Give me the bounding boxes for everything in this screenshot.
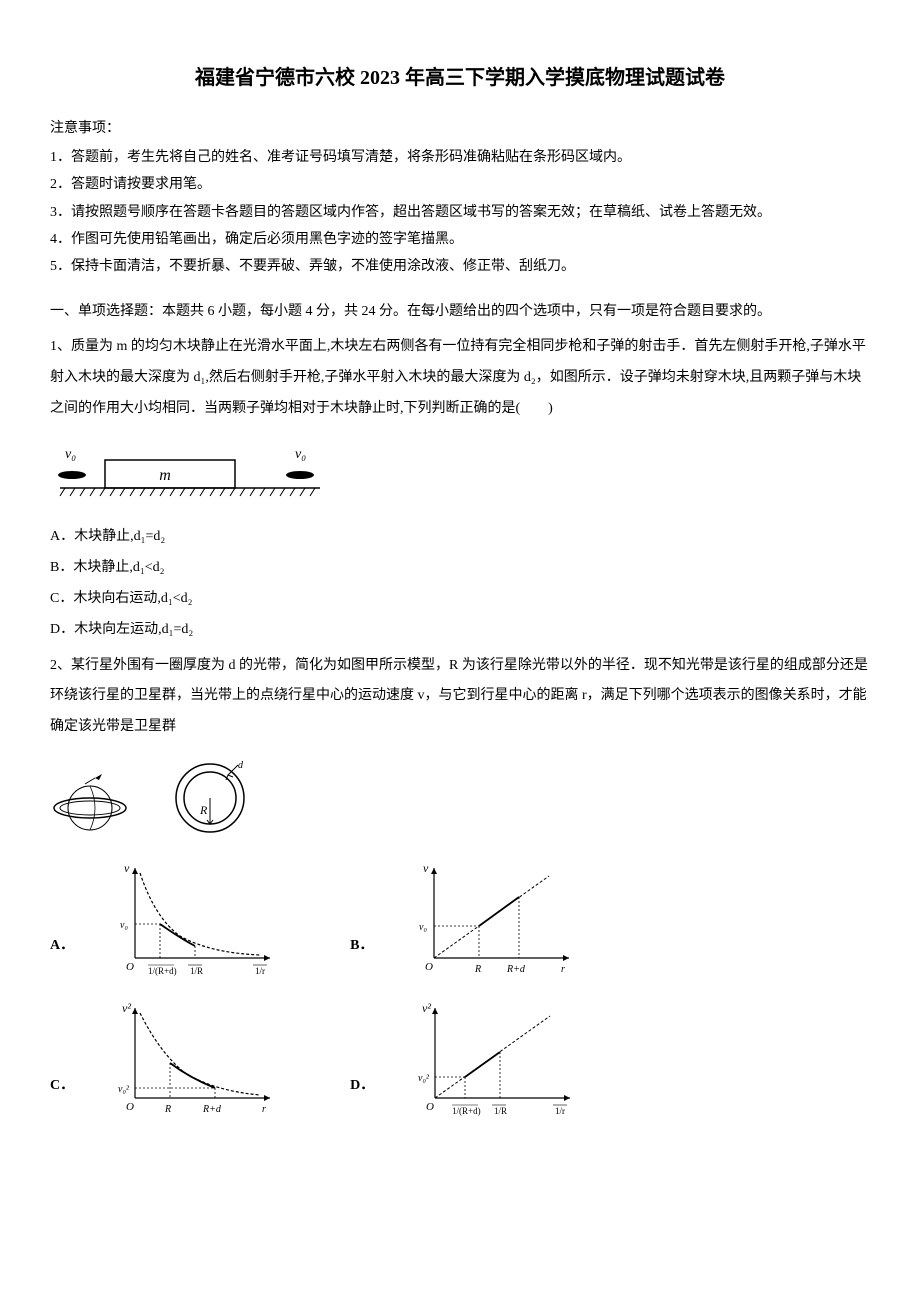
notice-item-5: 5．保持卡面清洁，不要折暴、不要弄破、弄皱，不准使用涂改液、修正带、刮纸刀。 <box>50 254 870 279</box>
notice-item-2: 2．答题时请按要求用笔。 <box>50 172 870 197</box>
svg-text:v: v <box>124 861 130 875</box>
q1-option-c: C．木块向右运动,d₁<d₂ <box>50 586 870 611</box>
notice-item-3: 3．请按照题号顺序在答题卡各题目的答题区域内作答，超出答题区域书写的答案无效；在… <box>50 200 870 225</box>
svg-text:r: r <box>561 964 565 975</box>
svg-text:v²: v² <box>122 1001 131 1015</box>
svg-text:1/(R+d): 1/(R+d) <box>148 966 177 976</box>
q2-graph-b: v O v₀ R R+d r <box>409 858 579 978</box>
notice-item-1: 1．答题前，考生先将自己的姓名、准考证号码填写清楚，将条形码准确粘贴在条形码区域… <box>50 145 870 170</box>
v0-left-label: v₀ <box>65 447 76 462</box>
notice-heading: 注意事项： <box>50 116 870 141</box>
section-intro: 一、单项选择题：本题共 6 小题，每小题 4 分，共 24 分。在每小题给出的四… <box>50 299 870 324</box>
svg-text:O: O <box>426 1101 434 1113</box>
exam-title: 福建省宁德市六校 2023 年高三下学期入学摸底物理试题试卷 <box>50 60 870 96</box>
svg-text:R: R <box>199 803 208 817</box>
q2-option-c-label: C． <box>50 1073 74 1118</box>
q1-option-d: D．木块向左运动,d₁=d₂ <box>50 617 870 642</box>
svg-text:v₀: v₀ <box>120 920 128 931</box>
svg-text:1/R: 1/R <box>190 966 203 976</box>
q2-option-a-label: A． <box>50 933 74 978</box>
svg-text:O: O <box>126 1101 134 1113</box>
planet-cross-section-icon: R d <box>170 758 250 838</box>
svg-text:v₀: v₀ <box>419 922 427 933</box>
svg-text:O: O <box>126 961 134 973</box>
m-label: m <box>159 467 171 484</box>
q2-option-b-label: B． <box>350 933 373 978</box>
q1-option-a: A．木块静止,d₁=d₂ <box>50 524 870 549</box>
svg-text:v₀²: v₀² <box>418 1073 430 1084</box>
svg-text:R+d: R+d <box>202 1104 222 1115</box>
q2-option-d-label: D． <box>350 1073 374 1118</box>
svg-text:v: v <box>423 861 429 875</box>
svg-text:R: R <box>164 1104 171 1115</box>
svg-text:R: R <box>474 964 481 975</box>
svg-text:v₀²: v₀² <box>118 1084 130 1095</box>
v0-right-label: v₀ <box>295 447 306 462</box>
svg-text:v²: v² <box>422 1001 431 1015</box>
svg-text:1/(R+d): 1/(R+d) <box>452 1106 481 1116</box>
svg-text:R+d: R+d <box>506 964 526 975</box>
q2-graph-c: v² O v₀² R R+d r <box>110 998 280 1118</box>
svg-text:1/r: 1/r <box>255 966 265 976</box>
question-1: 1、质量为 m 的均匀木块静止在光滑水平面上,木块左右两侧各有一位持有完全相同步… <box>50 332 870 424</box>
q2-graph-d: v² O v₀² 1/(R+d) 1/R 1/r <box>410 998 580 1118</box>
svg-text:1/R: 1/R <box>494 1106 507 1116</box>
svg-text:d: d <box>238 760 244 771</box>
q1-option-b: B．木块静止,d₁<d₂ <box>50 555 870 580</box>
question-2: 2、某行星外围有一圈厚度为 d 的光带，简化为如图甲所示模型，R 为该行星除光带… <box>50 651 870 743</box>
notice-item-4: 4．作图可先使用铅笔画出，确定后必须用黑色字迹的签字笔描黑。 <box>50 227 870 252</box>
svg-text:r: r <box>262 1104 266 1115</box>
q2-model-diagrams: R d <box>50 758 870 838</box>
q1-diagram: v₀ m v₀ <box>50 440 870 509</box>
svg-text:O: O <box>425 961 433 973</box>
planet-3d-icon <box>50 768 130 838</box>
q2-graph-a: v O v₀ 1/(R+d) 1/R 1/r <box>110 858 280 978</box>
svg-text:1/r: 1/r <box>555 1106 565 1116</box>
